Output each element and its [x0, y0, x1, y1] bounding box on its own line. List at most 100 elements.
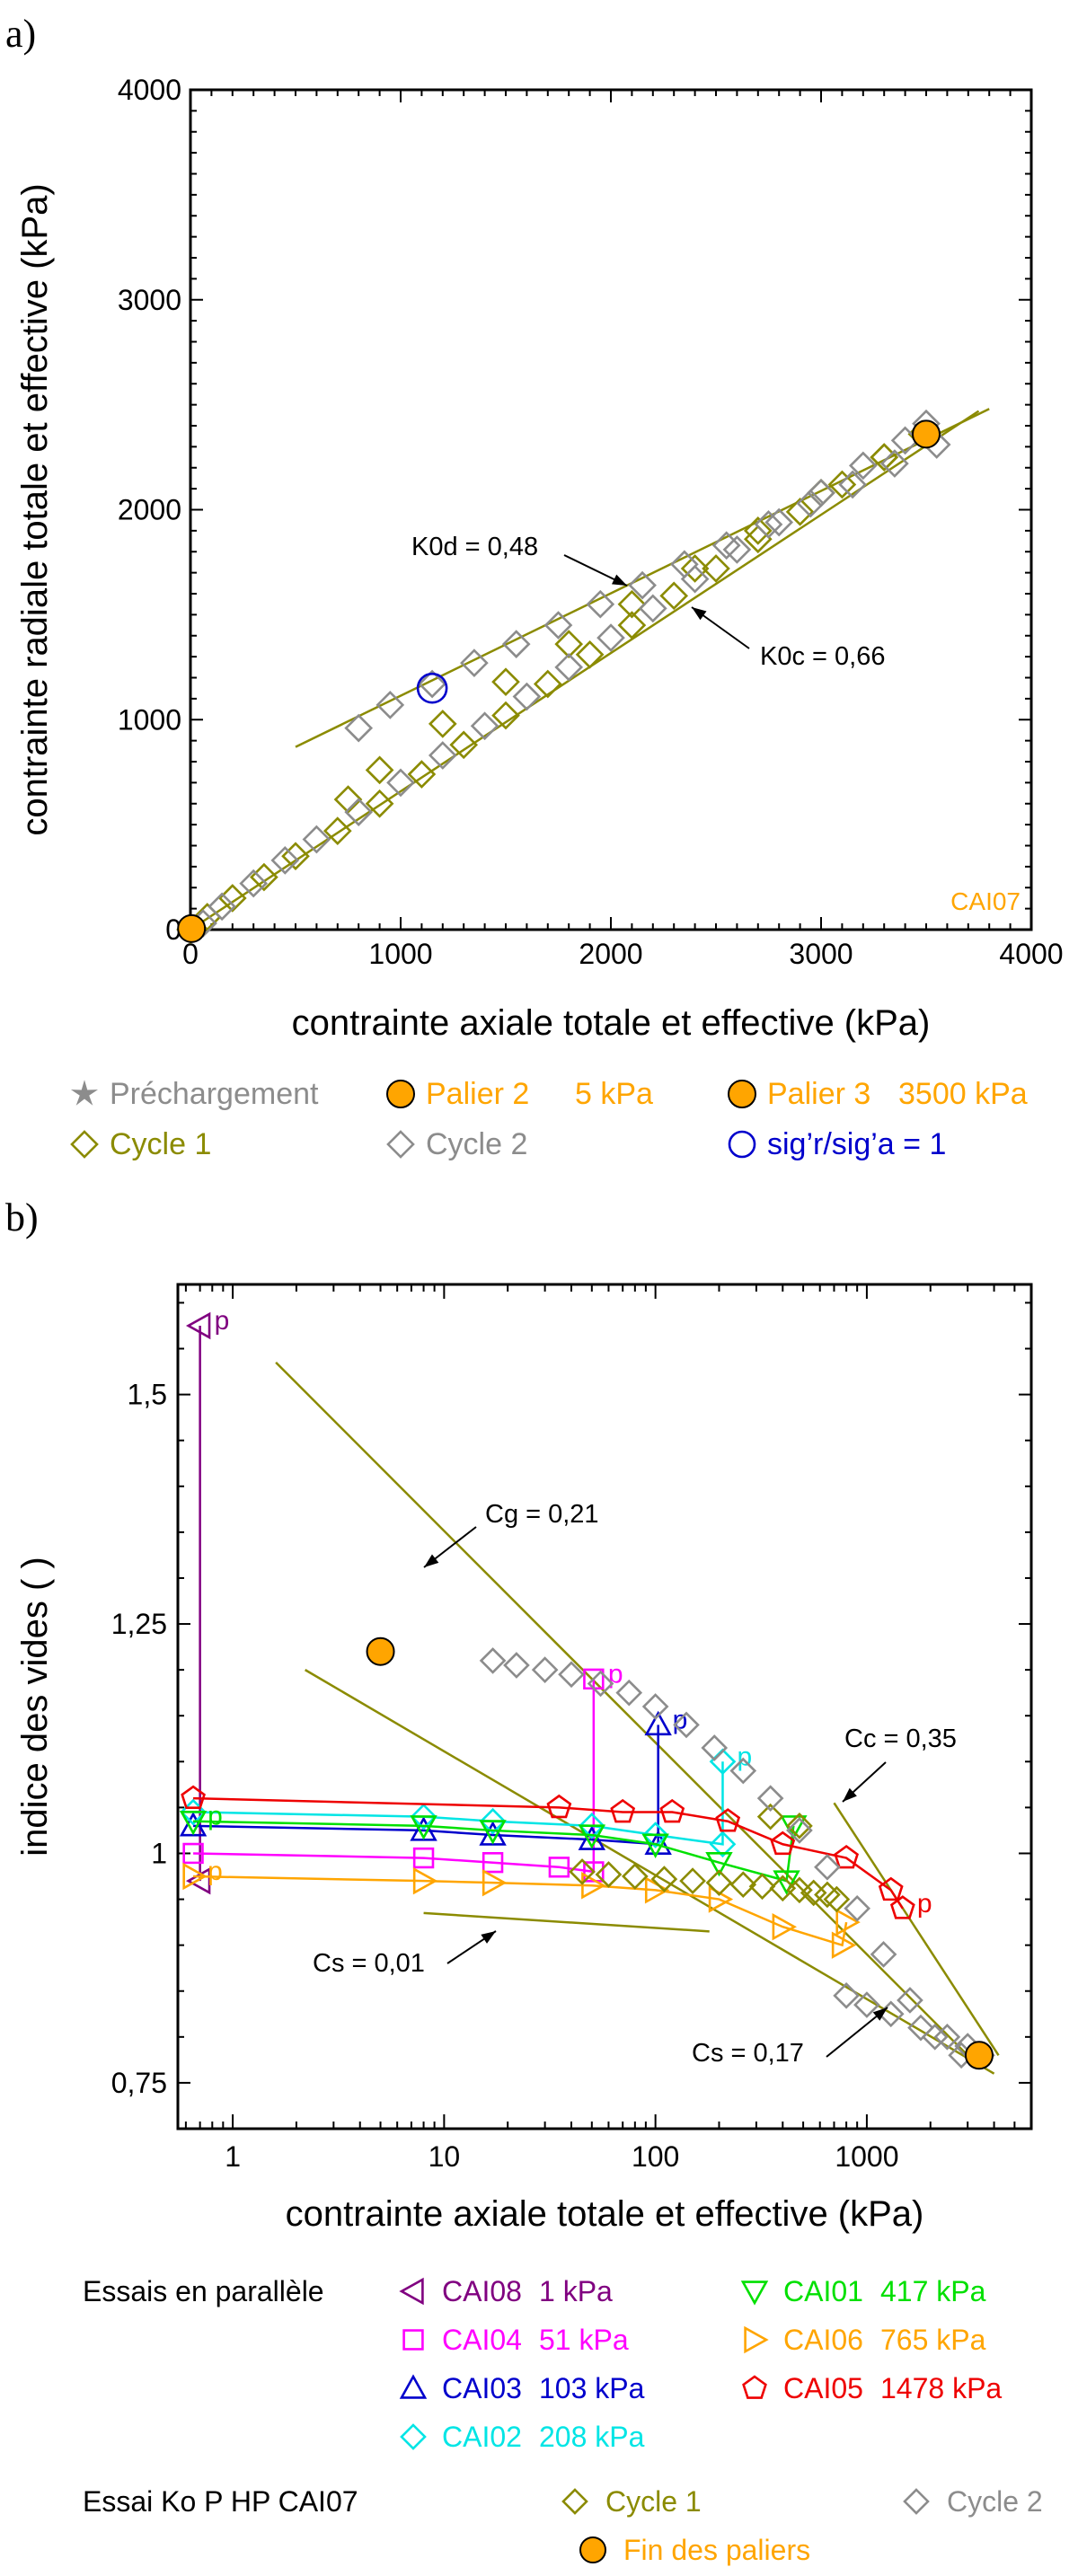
data-point: [479, 1807, 507, 1835]
data-point: [644, 1710, 672, 1736]
legend-marker: [70, 1130, 99, 1159]
legend-item: CAI08 1 kPa: [399, 2275, 613, 2307]
data-point: [412, 1847, 435, 1869]
data-point: [838, 470, 867, 499]
data-point: [659, 581, 689, 611]
data-point: [569, 1858, 596, 1885]
legend-b: Essais en parallèle CAI08 1 kPa CAI01 417 kP…: [83, 2275, 1043, 2566]
data-point: [844, 1894, 870, 1922]
legend-group-title: Essais en parallèle: [83, 2275, 324, 2307]
legend-value: 51 kPa: [539, 2324, 629, 2356]
legend-a: Préchargement Palier 2 5 kPa Palier 3 3500 k…: [70, 1077, 1028, 1161]
data-point: [670, 550, 699, 579]
legend-label: Cycle 1: [605, 2485, 702, 2518]
series-sig-r-sig-a-1: [416, 672, 448, 704]
data-point: [831, 1931, 857, 1959]
chart-b: 1 10 100 1000 0,75 1 1,25 1,5 contrainte axiale …: [15, 1283, 1043, 2566]
data-point: [482, 1851, 504, 1874]
data-point: [428, 741, 457, 770]
data-point: [680, 554, 710, 583]
data-point: [772, 1913, 797, 1941]
legend-item: CAI04 51 kPa: [402, 2324, 629, 2356]
y-axis-title: indice des vides ( ): [15, 1557, 55, 1856]
data-point: [650, 1866, 678, 1892]
data-point: [407, 760, 437, 789]
annotation-arrow: [691, 606, 750, 649]
data-point: [679, 1867, 706, 1894]
legend-label: CAI03: [442, 2372, 522, 2404]
annotation-cc: Cc = 0,35: [844, 1725, 957, 1753]
data-point: [554, 652, 584, 682]
data-point: [386, 768, 415, 798]
legend-label: CAI04: [442, 2324, 522, 2356]
data-point: [503, 1652, 530, 1679]
data-point: [659, 1798, 685, 1823]
x-tick-label: 100: [632, 2140, 679, 2173]
data-point: [756, 1785, 784, 1813]
legend-label: Fin des paliers: [623, 2534, 810, 2566]
fit-line: [275, 1361, 969, 2057]
data-point: [748, 1873, 776, 1901]
data-point: [491, 701, 520, 730]
legend-marker: [579, 2536, 606, 2563]
data-point: [185, 1311, 211, 1340]
data-point: [638, 594, 667, 623]
legend-label: CAI02: [442, 2421, 522, 2453]
legend-value: 3500 kPa: [898, 1077, 1028, 1111]
ticks-b: [178, 1284, 1032, 2130]
x-tick-label: 0: [182, 938, 199, 970]
legend-value: 5 kPa: [575, 1077, 653, 1111]
data-point: [785, 497, 815, 526]
data-point: [533, 669, 562, 699]
legend-value: 1478 kPa: [880, 2372, 1002, 2404]
legend-marker: [386, 1130, 415, 1159]
data-point: [365, 789, 394, 818]
data-point: [729, 1757, 757, 1785]
data-point: [558, 1661, 585, 1689]
data-point: [531, 1656, 559, 1683]
panel-label-b: b): [5, 1195, 39, 1239]
data-point: [270, 846, 300, 875]
annotation-k0d: K0d = 0,48: [411, 533, 538, 561]
legend-item: CAI06 765 kPa: [744, 2324, 986, 2356]
legend-marker: [728, 1080, 756, 1108]
data-point: [177, 913, 207, 943]
data-point: [418, 669, 446, 699]
legend-item: Préchargement: [70, 1077, 319, 1111]
data-point: [834, 1844, 860, 1869]
x-tick-label: 4000: [999, 938, 1063, 970]
data-point: [449, 730, 479, 760]
x-tick-label: 1: [225, 2140, 241, 2173]
annotation-cs1: Cs = 0,01: [313, 1949, 425, 1978]
data-point: [889, 1895, 915, 1919]
specimen-label: CAI07: [950, 887, 1021, 915]
plot-frame: [176, 1283, 1033, 2130]
data-point: [715, 1808, 741, 1832]
data-point: [185, 1866, 211, 1895]
data-point: [586, 589, 615, 619]
data-point: [460, 648, 489, 677]
data-point: [554, 630, 584, 658]
annotation-arrow: [826, 2007, 888, 2058]
series-cai06-765-kpa: p: [182, 1857, 861, 1959]
data-point: [578, 1812, 605, 1839]
data-point: [543, 611, 573, 640]
legend-group-title: Essai Ko P HP CAI07: [83, 2485, 358, 2518]
data-point: [770, 1831, 796, 1856]
legend-label: CAI05: [783, 2372, 863, 2404]
data-point: [833, 1982, 860, 2009]
data-point: [479, 1647, 507, 1674]
legend-marker: [386, 1080, 415, 1108]
data-point: [610, 1798, 636, 1823]
data-point: [853, 1991, 880, 2018]
series-cai05-1478-kpa: p: [181, 1785, 932, 1919]
data-point: [410, 1803, 437, 1831]
data-point: [743, 516, 773, 545]
legend-item: Cycle 2: [903, 2485, 1043, 2518]
legend-item: sig’r/sig’a = 1: [728, 1127, 946, 1161]
data-point: [575, 640, 605, 669]
legend-label: sig’r/sig’a = 1: [767, 1127, 946, 1161]
fit-line: [833, 1802, 1000, 2056]
legend-item: Cycle 1: [561, 2485, 702, 2518]
